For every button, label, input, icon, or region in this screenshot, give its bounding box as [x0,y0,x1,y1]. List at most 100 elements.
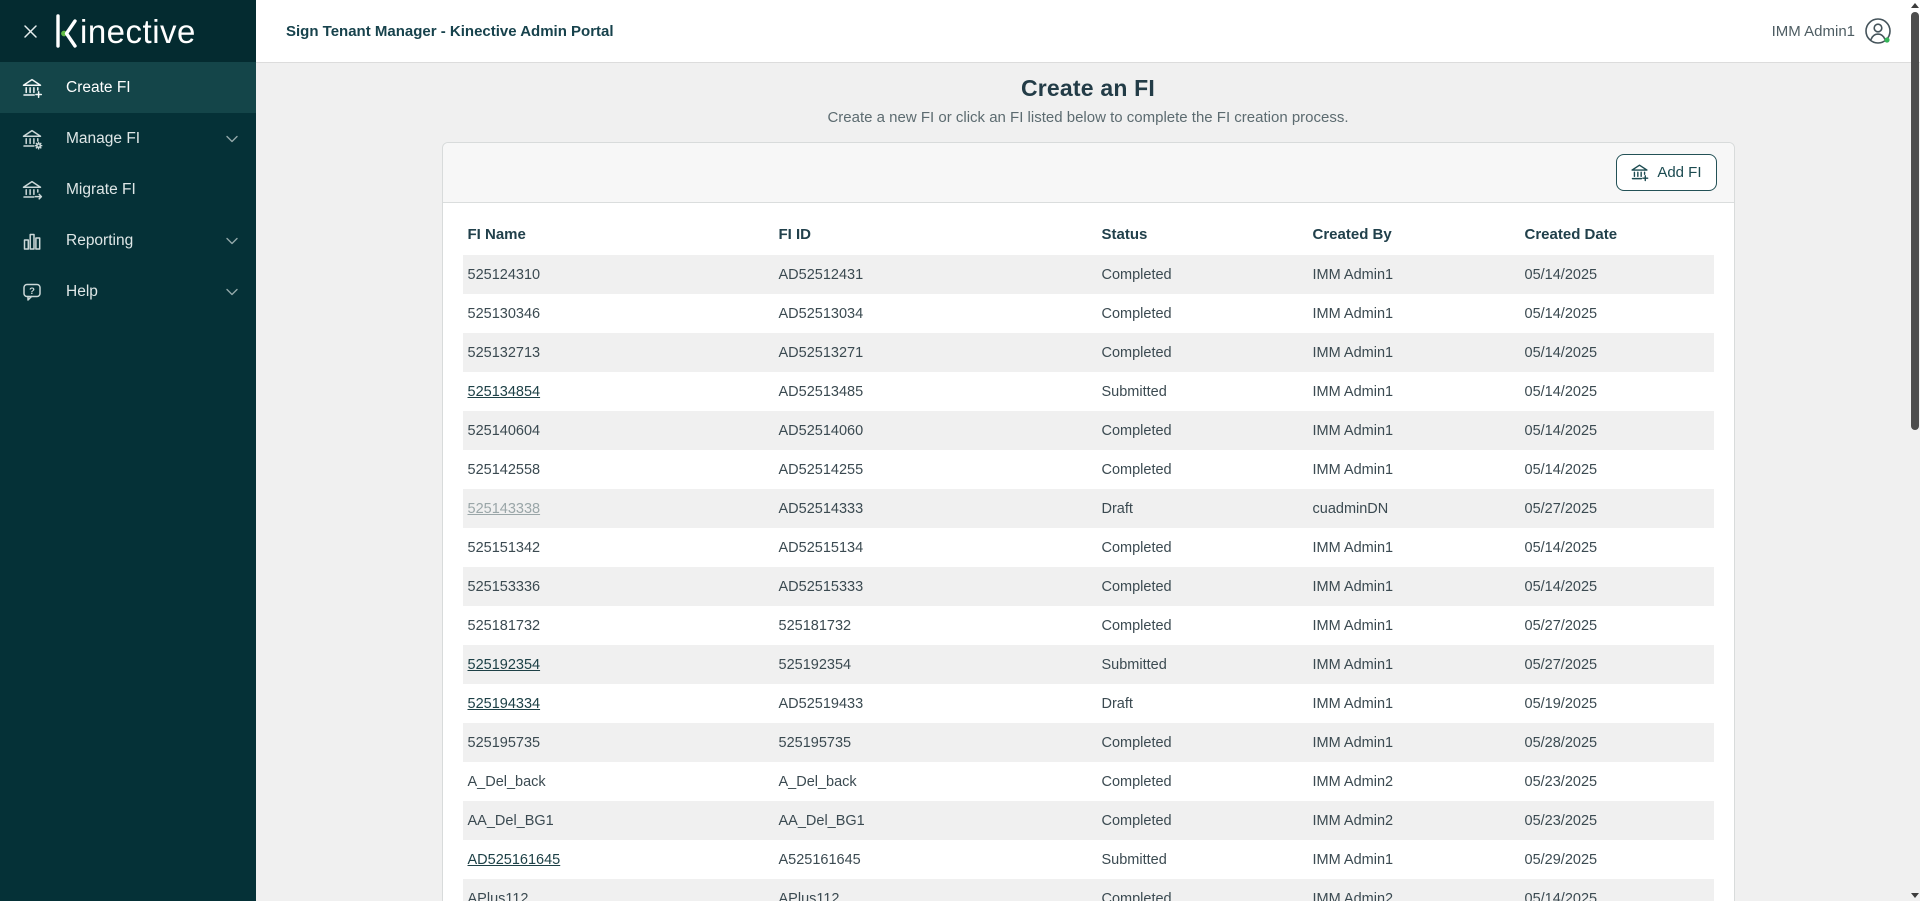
fi-name-cell: 525192354 [468,657,779,673]
fi-name-cell: APlus112 [467,890,529,901]
status-cell: Completed [1101,305,1172,322]
created-date-cell: 05/14/2025 [1524,383,1598,400]
svg-text:?: ? [29,286,35,297]
table-header-row: FI Name FI ID Status Created By Created … [463,203,1714,255]
fi-name-link[interactable]: 525143338 [467,500,541,517]
fi-id-cell: AD52514333 [778,500,864,517]
sidebar: inective Create FI [0,0,256,901]
column-header-fi-name: FI Name [467,225,526,243]
created-date-cell: 05/27/2025 [1524,656,1598,673]
page-subtitle: Create a new FI or click an FI listed be… [827,109,1349,126]
created-date-cell: 05/14/2025 [1524,422,1598,439]
add-fi-button[interactable]: Add FI [1616,154,1717,191]
vertical-scrollbar[interactable] [1910,0,1920,901]
created-date-cell: 05/14/2025 [1524,539,1598,556]
fi-name-link[interactable]: 525194334 [467,695,541,712]
fi-id-cell: A_Del_back [778,773,857,790]
user-menu[interactable]: IMM Admin1 [1772,17,1892,45]
bank-plus-icon [20,76,44,100]
close-sidebar-button[interactable] [16,17,44,45]
status-cell: Draft [1101,695,1133,712]
user-avatar-icon [1864,17,1892,45]
add-fi-label: Add FI [1657,164,1702,181]
fi-name-cell: AA_Del_BG1 [467,812,554,829]
bar-chart-icon [20,229,44,253]
created-date-cell: 05/19/2025 [1524,695,1598,712]
fi-id-cell: AD52513034 [778,305,864,322]
chevron-down-icon [226,135,238,143]
sidebar-item-label: Create FI [66,78,131,96]
column-header-created-by: Created By [1312,225,1392,243]
fi-name-cell: 525132713 [467,344,541,361]
fi-name-cell: 525195735 [467,734,541,751]
table-row: APlus112 APlus112 Completed IMM Admin2 05/14… [462,879,1714,901]
fi-name-cell: 525142558 [467,461,541,478]
table-row: 525132713 AD52513271 Completed IMM Admin1 05… [462,333,1714,372]
status-cell: Completed [1101,734,1172,751]
created-by-cell: IMM Admin2 [1312,812,1394,829]
sidebar-item-create-fi[interactable]: Create FI [0,62,256,113]
fi-id-cell: AD52514255 [778,461,864,478]
table-row: 525153336 AD52515333 Completed IMM Admin1 05… [462,567,1714,606]
scrollbar-thumb[interactable] [1911,12,1919,430]
kinective-logo: inective [53,12,196,50]
created-by-cell: IMM Admin1 [1312,266,1394,283]
status-cell: Completed [1101,773,1172,790]
fi-id-cell: AA_Del_BG1 [778,812,865,829]
sidebar-item-reporting[interactable]: Reporting [0,215,256,266]
bank-gear-icon [20,127,44,151]
table-row: 525195735 525195735 Completed IMM Admin1 05/… [462,723,1714,762]
fi-name-link[interactable]: 525192354 [467,656,541,673]
created-by-cell: IMM Admin1 [1312,578,1394,595]
scrollbar-up-arrow[interactable] [1911,3,1919,8]
created-by-cell: IMM Admin2 [1312,890,1394,901]
scrollbar-down-arrow[interactable] [1911,893,1919,898]
status-cell: Completed [1101,812,1172,829]
sidebar-menu: Create FI Manage FI [0,62,256,317]
fi-name-cell: 525153336 [467,578,541,595]
sidebar-item-label: Help [66,282,98,300]
sidebar-item-label: Manage FI [66,129,141,147]
fi-table: FI Name FI ID Status Created By Created … [462,203,1714,901]
status-cell: Completed [1101,578,1172,595]
table-row: AA_Del_BG1 AA_Del_BG1 Completed IMM Admin2 0… [462,801,1714,840]
table-row: 525142558 AD52514255 Completed IMM Admin1 05… [463,450,1714,489]
bank-arrow-icon [20,178,44,202]
created-by-cell: IMM Admin1 [1312,851,1394,868]
status-cell: Completed [1101,344,1172,361]
fi-name-link[interactable]: 525134854 [467,383,541,400]
fi-name-cell: 525181732 [467,617,541,634]
fi-id-cell: A525161645 [778,851,861,868]
fi-name-cell: AD525161645 [468,852,779,868]
fi-id-cell: AD52515134 [778,539,864,556]
logo-text: inective [80,12,196,50]
created-by-cell: IMM Admin1 [1312,695,1394,712]
fi-id-cell: AD52513271 [778,344,864,361]
sidebar-item-manage-fi[interactable]: Manage FI [0,113,256,164]
table-row: 525194334 AD52519433 Draft IMM Admin1 05/19/… [463,684,1714,723]
main-content: Create an FI Create a new FI or click an… [256,64,1920,901]
sidebar-item-help[interactable]: ? Help [0,266,256,317]
user-name: IMM Admin1 [1771,22,1855,40]
sidebar-item-label: Reporting [66,231,134,249]
status-cell: Submitted [1101,656,1167,673]
table-row: 525143338 AD52514333 Draft cuadminDN 05/27/2… [462,489,1714,528]
help-icon: ? [20,280,44,304]
created-by-cell: IMM Admin1 [1312,422,1394,439]
topbar: Sign Tenant Manager - Kinective Admin Po… [256,0,1920,63]
created-by-cell: IMM Admin1 [1312,344,1394,361]
status-cell: Completed [1101,266,1172,283]
status-cell: Completed [1101,461,1172,478]
created-date-cell: 05/23/2025 [1524,812,1598,829]
status-cell: Submitted [1101,383,1167,400]
fi-name-cell: 525194334 [468,696,779,712]
table-row: 525151342 AD52515134 Completed IMM Admin1 05… [463,528,1714,567]
created-date-cell: 05/14/2025 [1524,266,1598,283]
fi-id-cell: 525195735 [778,734,852,751]
fi-name-link[interactable]: AD525161645 [467,851,561,868]
fi-id-cell: AD52513485 [778,383,864,400]
fi-name-cell: 525130346 [467,305,541,322]
sidebar-item-migrate-fi[interactable]: Migrate FI [0,164,256,215]
created-by-cell: IMM Admin1 [1312,539,1394,556]
fi-name-cell: 525140604 [467,422,541,439]
